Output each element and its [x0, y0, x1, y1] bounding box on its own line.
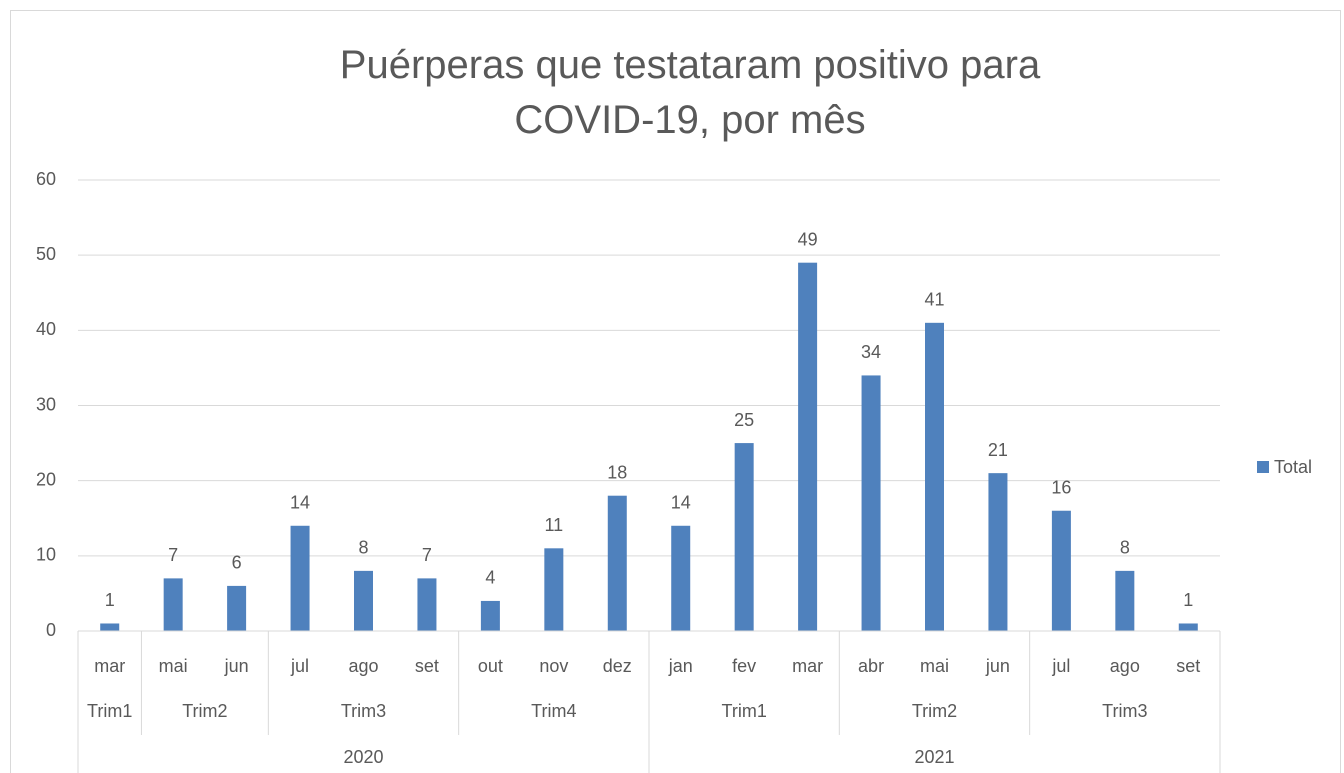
x-tick-label: mai — [920, 656, 949, 676]
quarter-label: Trim3 — [341, 701, 386, 721]
quarter-label: Trim2 — [912, 701, 957, 721]
data-label: 41 — [924, 290, 944, 310]
quarter-label: Trim3 — [1102, 701, 1147, 721]
data-label: 8 — [358, 538, 368, 558]
x-tick-label: out — [478, 656, 503, 676]
bar — [671, 525, 691, 631]
x-tick-label: mar — [792, 656, 823, 676]
y-tick-label: 50 — [36, 244, 56, 264]
bar — [734, 443, 754, 631]
x-tick-label: mai — [159, 656, 188, 676]
bar — [607, 495, 627, 631]
bar — [544, 548, 564, 631]
y-tick-label: 40 — [36, 319, 56, 339]
data-label: 11 — [544, 515, 563, 535]
bar — [100, 623, 120, 631]
y-tick-label: 20 — [36, 469, 56, 489]
x-tick-label: jan — [668, 656, 693, 676]
data-label: 49 — [798, 229, 818, 249]
bar — [480, 600, 500, 631]
bar — [227, 585, 247, 631]
quarter-label: Trim4 — [531, 701, 576, 721]
bar — [163, 578, 183, 631]
bar — [354, 570, 373, 631]
data-label: 1 — [1183, 590, 1193, 610]
quarter-label: Trim1 — [87, 701, 132, 721]
x-tick-label: fev — [732, 656, 756, 676]
y-tick-label: 10 — [36, 545, 56, 565]
x-tick-label: jun — [224, 656, 249, 676]
bar — [1178, 623, 1198, 631]
x-tick-label: jul — [290, 656, 309, 676]
bar — [988, 473, 1008, 631]
data-label: 6 — [232, 553, 242, 573]
x-tick-label: set — [1176, 656, 1200, 676]
chart-title: Puérperas que testataram positivo para C… — [339, 43, 1041, 142]
bar — [1051, 510, 1071, 631]
x-tick-label: jun — [985, 656, 1010, 676]
y-tick-label: 30 — [36, 394, 56, 414]
legend-swatch — [1257, 461, 1269, 473]
chart-border — [10, 10, 1341, 773]
x-tick-label: set — [415, 656, 439, 676]
quarter-label: Trim2 — [182, 701, 227, 721]
bar — [290, 525, 310, 631]
bar — [861, 375, 881, 631]
bar — [417, 578, 437, 631]
year-label: 2021 — [914, 747, 954, 767]
legend-label: Total — [1274, 457, 1312, 477]
data-label: 4 — [485, 568, 495, 588]
data-label: 16 — [1051, 477, 1071, 497]
quarter-label: Trim1 — [722, 701, 767, 721]
data-label: 1 — [105, 590, 115, 610]
x-tick-label: abr — [858, 656, 884, 676]
data-label: 14 — [671, 493, 691, 513]
bar — [925, 322, 944, 631]
x-tick-label: jul — [1051, 656, 1070, 676]
x-tick-label: mar — [94, 656, 125, 676]
y-tick-label: 0 — [46, 620, 56, 640]
x-tick-label: ago — [1110, 656, 1140, 676]
data-label: 34 — [861, 342, 881, 362]
data-label: 14 — [290, 493, 310, 513]
y-tick-label: 60 — [36, 169, 56, 189]
data-label: 21 — [988, 440, 1008, 460]
bar — [1115, 570, 1135, 631]
year-label: 2020 — [343, 747, 383, 767]
data-label: 18 — [607, 462, 627, 482]
x-tick-label: dez — [603, 656, 632, 676]
bar — [798, 262, 818, 631]
data-label: 7 — [168, 545, 178, 565]
x-tick-label: nov — [539, 656, 568, 676]
x-tick-label: ago — [348, 656, 378, 676]
data-label: 25 — [734, 410, 754, 430]
data-label: 8 — [1120, 538, 1130, 558]
data-label: 7 — [422, 545, 432, 565]
